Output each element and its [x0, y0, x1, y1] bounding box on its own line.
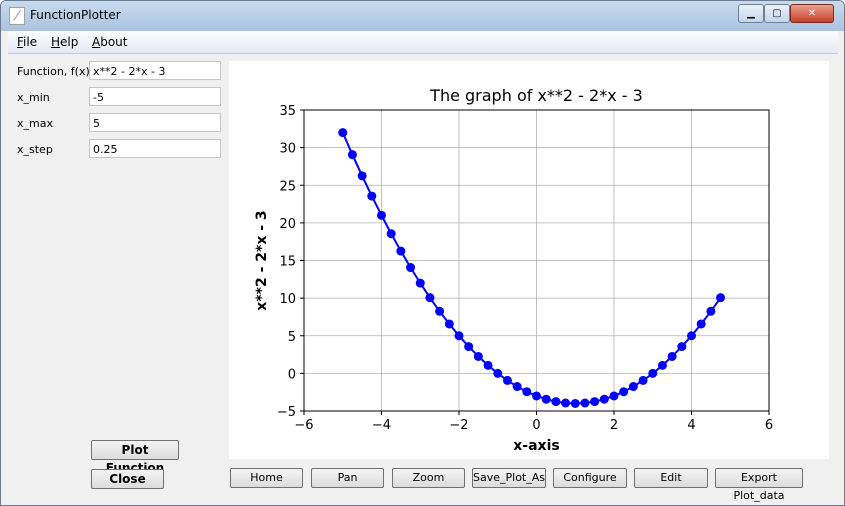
x-min-label: x_min: [17, 91, 50, 104]
menu-about-label: bout: [100, 35, 128, 49]
export-plot-data-button[interactable]: Export Plot_data: [715, 468, 803, 502]
menu-about[interactable]: About: [92, 35, 128, 49]
data-point: [716, 293, 726, 303]
x-max-input[interactable]: 5: [89, 113, 221, 132]
x-tick-label: 0: [532, 418, 540, 433]
data-point: [377, 210, 386, 220]
data-point: [444, 319, 454, 329]
data-point: [706, 306, 716, 316]
x-tick-label: 6: [765, 418, 773, 433]
title-bar[interactable]: FunctionPlotter ▁ ▢ ✕: [1, 1, 844, 31]
x-tick-label: 4: [687, 418, 695, 433]
menu-help-label: elp: [60, 35, 79, 49]
data-point: [435, 306, 445, 316]
data-point: [406, 263, 416, 273]
data-point: [338, 128, 348, 138]
data-point: [638, 375, 648, 385]
x-step-input[interactable]: 0.25: [89, 139, 221, 158]
edit-button[interactable]: Edit: [634, 468, 708, 488]
data-point: [522, 387, 532, 397]
y-tick-label: 0: [288, 367, 296, 382]
x-tick-label: −6: [294, 418, 313, 433]
data-point: [483, 360, 493, 370]
data-point: [502, 375, 512, 385]
data-point: [532, 391, 541, 401]
menu-file-mnemonic: F: [17, 35, 24, 49]
x-tick-label: −2: [449, 418, 468, 433]
data-point: [541, 394, 551, 404]
data-point: [347, 150, 357, 160]
menu-bar: File Help About: [8, 31, 838, 54]
data-point: [570, 398, 580, 408]
data-point: [551, 397, 561, 407]
window-title: FunctionPlotter: [30, 8, 121, 22]
app-icon: [9, 7, 25, 25]
y-axis-label: x**2 - 2*x - 3: [254, 210, 270, 310]
data-point: [687, 331, 696, 341]
x-tick-label: −4: [372, 418, 391, 433]
y-tick-label: 35: [279, 104, 296, 119]
data-point: [609, 391, 619, 401]
data-point: [386, 229, 396, 239]
menu-help-mnemonic: H: [51, 35, 61, 49]
data-point: [454, 331, 464, 341]
home-button[interactable]: Home: [230, 468, 303, 488]
data-point: [561, 398, 571, 408]
close-window-button[interactable]: ✕: [790, 4, 834, 23]
close-button[interactable]: Close: [91, 469, 164, 489]
y-tick-label: 30: [279, 142, 296, 157]
data-point: [580, 398, 590, 408]
data-point: [599, 394, 609, 404]
maximize-button[interactable]: ▢: [764, 4, 790, 23]
data-point: [473, 351, 483, 361]
menu-file-label: ile: [23, 35, 38, 49]
y-tick-label: 15: [279, 255, 296, 270]
data-point: [619, 387, 629, 397]
y-tick-label: 5: [288, 330, 296, 345]
data-point: [657, 360, 667, 370]
data-point: [425, 293, 435, 303]
function-input[interactable]: x**2 - 2*x - 3: [89, 61, 221, 80]
y-tick-label: 10: [279, 292, 296, 307]
x-step-label: x_step: [17, 143, 53, 156]
data-point: [648, 368, 658, 378]
plot-canvas[interactable]: −6 −4 −2 0 2 4 6 −5 0 5 10 15 20 25 30 35 The graph of x…: [229, 61, 829, 459]
data-point: [628, 382, 638, 392]
data-point: [367, 191, 377, 201]
series-line: [341, 132, 722, 405]
menu-help[interactable]: Help: [51, 35, 78, 49]
configure-button[interactable]: Configure: [553, 468, 627, 488]
menu-file[interactable]: File: [17, 35, 37, 49]
data-point: [677, 342, 687, 352]
data-point: [590, 397, 600, 407]
data-point: [396, 246, 406, 256]
x-max-label: x_max: [17, 117, 53, 130]
plot-function-button[interactable]: Plot Function: [91, 440, 179, 475]
data-point: [667, 351, 677, 361]
data-point: [357, 171, 367, 181]
x-axis-label: x-axis: [513, 438, 559, 454]
pan-button[interactable]: Pan: [311, 468, 384, 488]
y-tick-label: 25: [279, 179, 296, 194]
x-tick-label: 2: [610, 418, 618, 433]
data-point: [415, 278, 425, 288]
function-label: Function, f(x): [17, 65, 90, 78]
save-plot-as-button[interactable]: Save_Plot_As: [472, 468, 546, 488]
data-point: [493, 368, 503, 378]
x-min-input[interactable]: -5: [89, 87, 221, 106]
function-chart: −6 −4 −2 0 2 4 6 −5 0 5 10 15 20 25 30 35 The graph of x…: [254, 86, 773, 454]
chart-title: The graph of x**2 - 2*x - 3: [429, 86, 643, 105]
minimize-button[interactable]: ▁: [738, 4, 764, 23]
data-point: [512, 382, 522, 392]
data-point: [464, 342, 474, 352]
y-tick-label: −5: [277, 405, 296, 420]
menu-about-mnemonic: A: [92, 35, 101, 49]
y-tick-label: 20: [279, 217, 296, 232]
zoom-button[interactable]: Zoom: [392, 468, 465, 488]
data-point: [696, 319, 706, 329]
